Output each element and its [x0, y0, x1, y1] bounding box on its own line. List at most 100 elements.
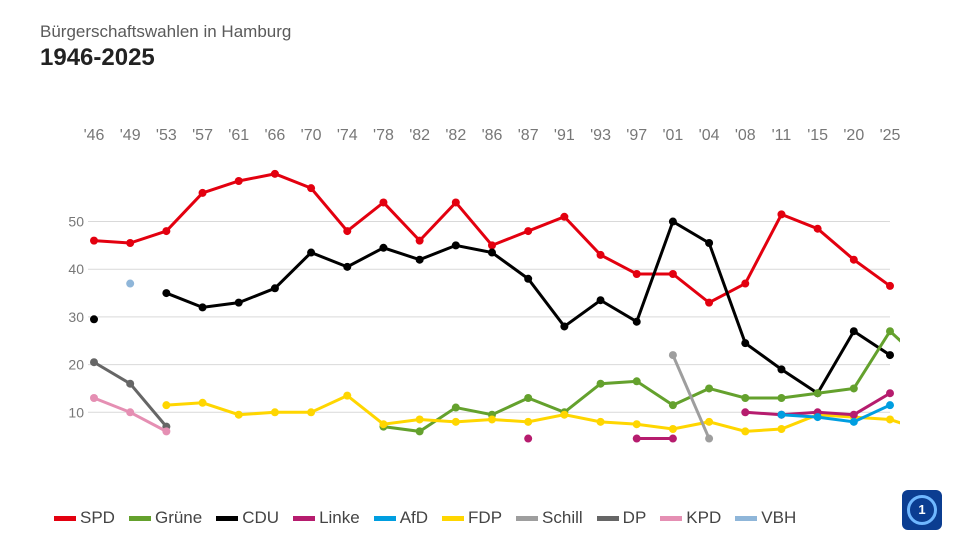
- series-point-cdu: [235, 299, 243, 307]
- series-point-grüne: [524, 394, 532, 402]
- x-tick-label: '91: [554, 127, 575, 144]
- legend-item-spd: SPD: [54, 508, 115, 528]
- series-point-cdu: [90, 315, 98, 323]
- legend-label: FDP: [468, 508, 502, 528]
- series-point-spd: [669, 270, 677, 278]
- legend-label: VBH: [761, 508, 796, 528]
- series-point-spd: [633, 270, 641, 278]
- series-point-cdu: [669, 218, 677, 226]
- series-point-spd: [560, 213, 568, 221]
- series-point-dp: [90, 358, 98, 366]
- series-point-fdp: [705, 418, 713, 426]
- series-point-cdu: [777, 365, 785, 373]
- y-tick-label: 30: [68, 309, 84, 325]
- series-point-cdu: [307, 249, 315, 257]
- series-point-cdu: [741, 339, 749, 347]
- x-tick-label: '53: [156, 127, 177, 144]
- series-point-afd: [777, 411, 785, 419]
- series-point-kpd: [90, 394, 98, 402]
- y-tick-label: 50: [68, 214, 84, 230]
- legend-item-fdp: FDP: [442, 508, 502, 528]
- x-tick-label: '01: [662, 127, 683, 144]
- chart-supertitle: Bürgerschaftswahlen in Hamburg: [40, 22, 291, 42]
- series-point-fdp: [741, 427, 749, 435]
- series-point-schill: [669, 351, 677, 359]
- series-point-cdu: [343, 263, 351, 271]
- series-point-grüne: [633, 377, 641, 385]
- series-point-grüne: [452, 404, 460, 412]
- series-point-spd: [343, 227, 351, 235]
- series-point-grüne: [741, 394, 749, 402]
- legend-swatch: [660, 516, 682, 521]
- series-point-cdu: [597, 296, 605, 304]
- x-tick-label: '86: [482, 127, 503, 144]
- series-point-fdp: [669, 425, 677, 433]
- legend-item-grüne: Grüne: [129, 508, 202, 528]
- legend-label: CDU: [242, 508, 279, 528]
- series-point-cdu: [488, 249, 496, 257]
- series-point-dp: [126, 380, 134, 388]
- series-point-fdp: [633, 420, 641, 428]
- y-tick-label: 20: [68, 357, 84, 373]
- series-point-spd: [488, 241, 496, 249]
- series-point-spd: [850, 256, 858, 264]
- series-point-linke: [524, 435, 532, 443]
- legend-label: Grüne: [155, 508, 202, 528]
- legend-item-afd: AfD: [374, 508, 428, 528]
- series-point-cdu: [416, 256, 424, 264]
- y-tick-label: 40: [68, 261, 84, 277]
- series-point-afd: [886, 401, 894, 409]
- x-tick-label: '66: [264, 127, 285, 144]
- x-tick-label: '93: [590, 127, 611, 144]
- x-tick-label: '49: [120, 127, 141, 144]
- series-point-cdu: [162, 289, 170, 297]
- series-point-spd: [126, 239, 134, 247]
- series-point-cdu: [379, 244, 387, 252]
- series-point-cdu: [560, 322, 568, 330]
- x-tick-label: '70: [301, 127, 322, 144]
- series-point-linke: [886, 389, 894, 397]
- legend-swatch: [129, 516, 151, 521]
- x-tick-label: '08: [735, 127, 756, 144]
- series-point-spd: [379, 198, 387, 206]
- series-point-fdp: [560, 411, 568, 419]
- series-point-cdu: [705, 239, 713, 247]
- plot-area: 1020304050'46'49'53'57'61'66'70'74'78'82…: [60, 120, 900, 470]
- series-point-fdp: [488, 415, 496, 423]
- series-point-fdp: [597, 418, 605, 426]
- series-point-afd: [850, 418, 858, 426]
- legend-label: AfD: [400, 508, 428, 528]
- x-tick-label: '15: [807, 127, 828, 144]
- series-point-fdp: [235, 411, 243, 419]
- ard-logo: [902, 490, 942, 530]
- series-point-fdp: [452, 418, 460, 426]
- ard-logo-icon: [907, 495, 937, 525]
- legend-label: KPD: [686, 508, 721, 528]
- chart-title: 1946-2025: [40, 44, 155, 72]
- series-point-vbh: [126, 280, 134, 288]
- series-point-grüne: [597, 380, 605, 388]
- legend-item-vbh: VBH: [735, 508, 796, 528]
- series-point-spd: [886, 282, 894, 290]
- legend-swatch: [54, 516, 76, 521]
- series-point-spd: [271, 170, 279, 178]
- series-point-cdu: [199, 303, 207, 311]
- x-tick-label: '87: [518, 127, 539, 144]
- series-point-grüne: [669, 401, 677, 409]
- legend-swatch: [597, 516, 619, 521]
- series-point-fdp: [886, 415, 894, 423]
- x-tick-label: '82: [409, 127, 430, 144]
- series-point-fdp: [307, 408, 315, 416]
- x-tick-label: '78: [373, 127, 394, 144]
- series-point-cdu: [452, 241, 460, 249]
- series-point-linke: [741, 408, 749, 416]
- series-point-linke: [850, 411, 858, 419]
- legend-label: DP: [623, 508, 647, 528]
- legend-label: SPD: [80, 508, 115, 528]
- series-point-fdp: [271, 408, 279, 416]
- series-point-grüne: [886, 327, 894, 335]
- x-tick-label: '61: [228, 127, 249, 144]
- chart-root: Bürgerschaftswahlen in Hamburg 1946-2025…: [0, 0, 960, 544]
- legend-label: Schill: [542, 508, 583, 528]
- series-point-cdu: [850, 327, 858, 335]
